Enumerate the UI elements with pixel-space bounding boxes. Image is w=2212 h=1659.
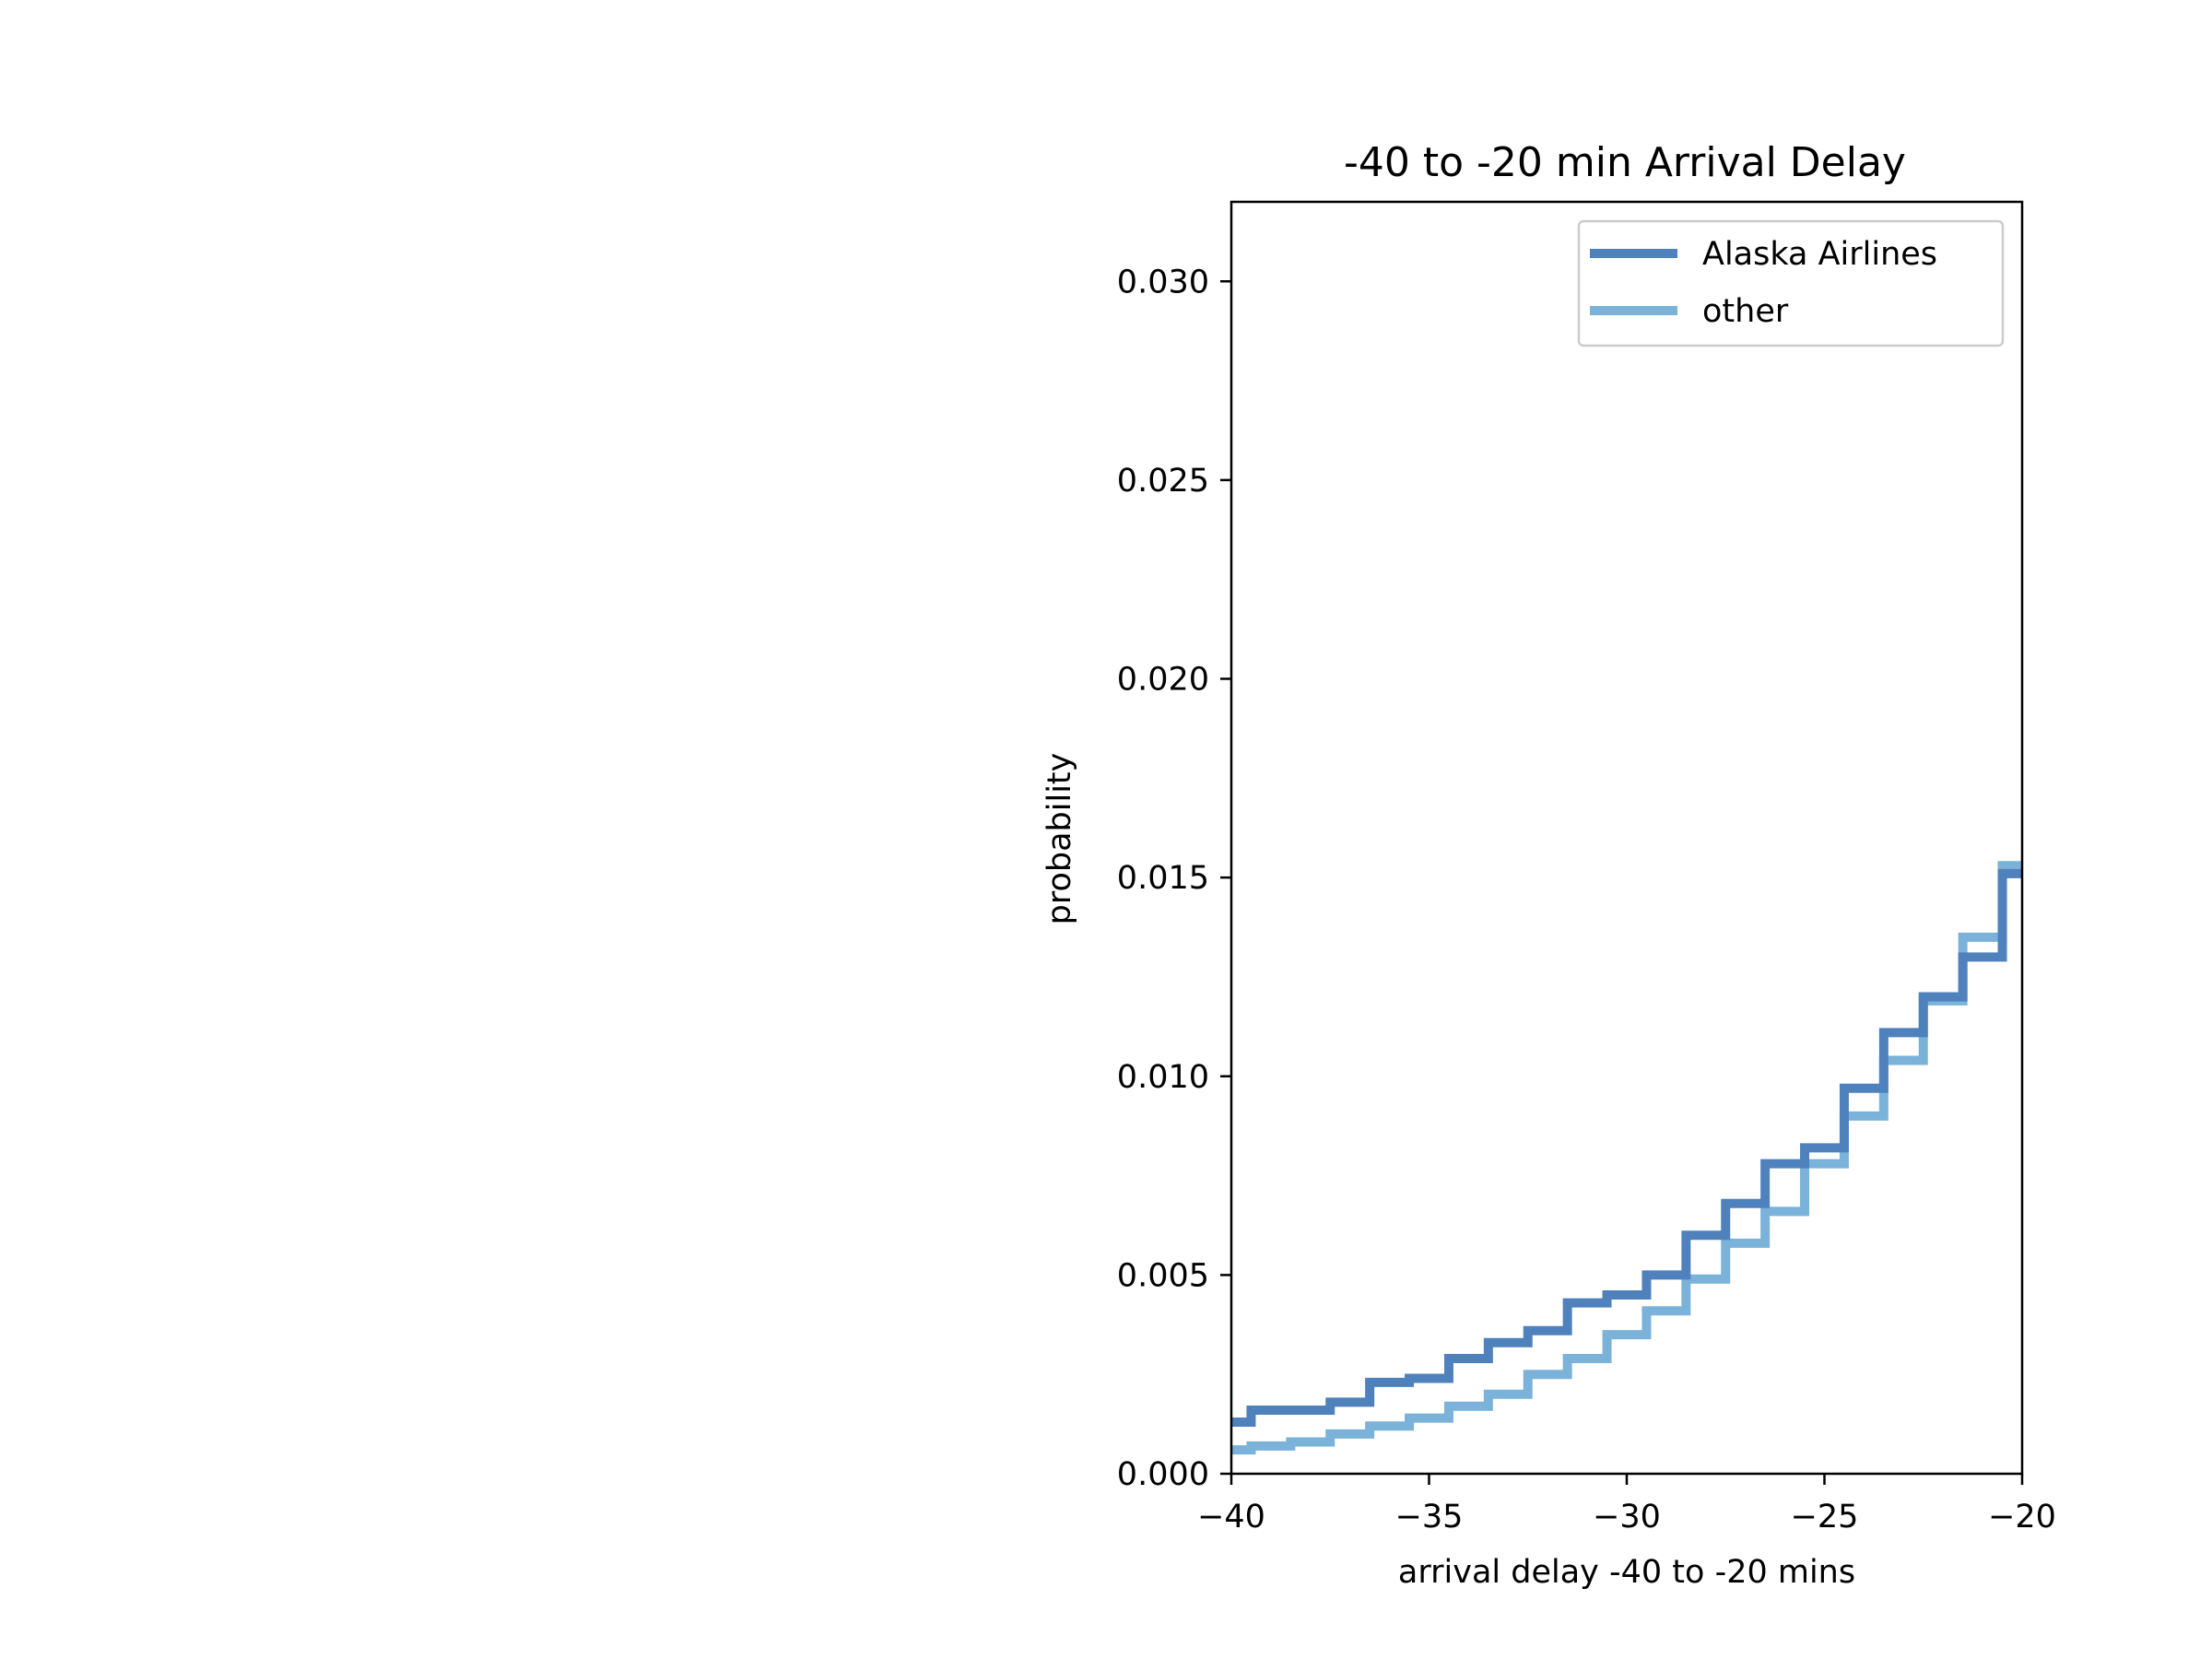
y-axis-label: probability	[1041, 753, 1078, 925]
x-tick-label: −20	[1988, 1499, 2056, 1535]
chart-title: -40 to -20 min Arrival Delay	[1344, 139, 1906, 186]
y-tick-label: 0.025	[1117, 463, 1209, 500]
series-layer	[1231, 861, 2022, 1455]
x-tick-label: −35	[1395, 1499, 1464, 1535]
x-tick-label: −30	[1593, 1499, 1661, 1535]
series-line-alaska-airlines	[1231, 868, 2022, 1427]
legend-label-other: other	[1702, 293, 1789, 330]
x-axis-label: arrival delay -40 to -20 mins	[1398, 1554, 1855, 1591]
y-tick-label: 0.020	[1117, 662, 1209, 699]
y-tick-label: 0.000	[1117, 1456, 1209, 1493]
y-tick-label: 0.015	[1117, 860, 1209, 897]
x-axis: −40 −35 −30 −25 −20	[1197, 1474, 2056, 1535]
y-tick-label: 0.005	[1117, 1257, 1209, 1294]
y-tick-label: 0.030	[1117, 264, 1209, 300]
x-tick-label: −40	[1197, 1499, 1265, 1535]
legend-label-alaska: Alaska Airlines	[1702, 236, 1937, 273]
y-axis: 0.000 0.005 0.010 0.015 0.020 0.025 0.030	[1117, 264, 1231, 1493]
legend: Alaska Airlines other	[1577, 219, 2005, 347]
y-tick-label: 0.010	[1117, 1059, 1209, 1096]
plot-frame	[1230, 200, 2024, 1476]
legend-box	[1577, 219, 2005, 347]
x-tick-label: −25	[1791, 1499, 1859, 1535]
series-line-other	[1231, 861, 2022, 1455]
